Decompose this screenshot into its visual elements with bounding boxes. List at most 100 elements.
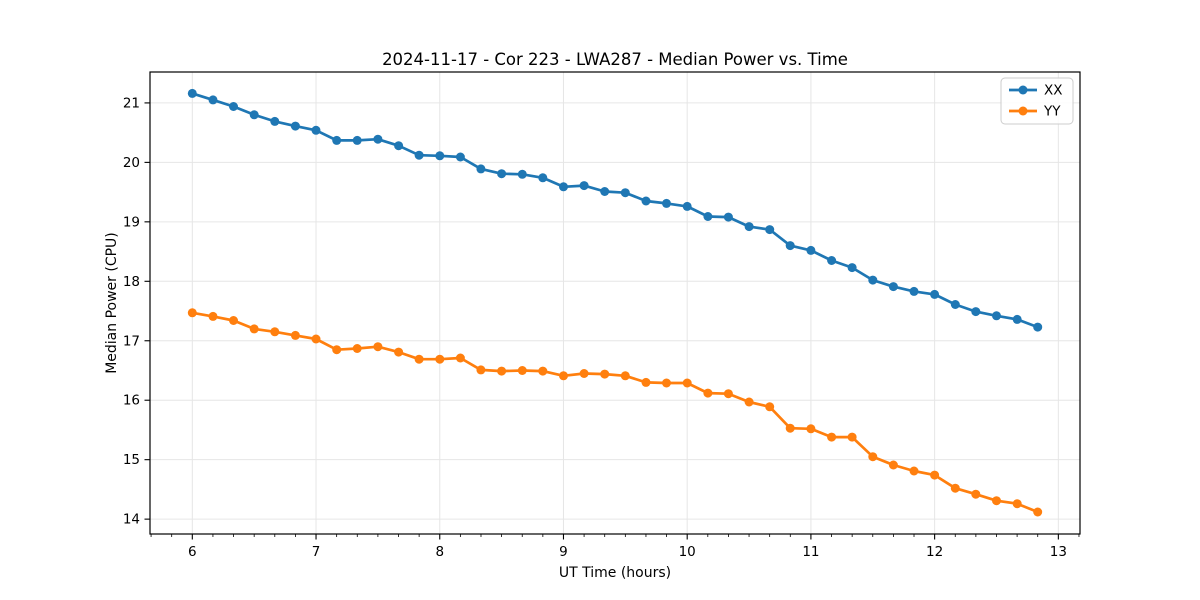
data-point: [311, 334, 321, 344]
data-point: [682, 378, 692, 388]
data-point: [332, 135, 342, 145]
data-point: [373, 342, 383, 352]
data-point: [641, 196, 651, 206]
data-point: [909, 286, 919, 296]
legend-sample-marker: [1018, 106, 1028, 116]
data-point: [723, 389, 733, 399]
legend-entry-label: XX: [1044, 83, 1063, 99]
data-point: [1033, 507, 1043, 517]
data-point: [187, 308, 197, 318]
data-point: [641, 377, 651, 387]
data-point: [620, 371, 630, 381]
data-point: [600, 187, 610, 196]
data-point: [332, 345, 342, 355]
data-point: [352, 135, 362, 145]
y-tick-label: 18: [123, 274, 140, 290]
data-point: [497, 169, 507, 179]
data-point: [559, 182, 568, 192]
y-tick-label: 17: [123, 333, 140, 349]
data-point: [579, 181, 589, 191]
x-tick-label: 10: [679, 544, 696, 560]
tick-layer: 6 7 8 9 10 11 12 13 14 15 16 17 18 19 20 21: [123, 95, 1080, 560]
y-tick-label: 21: [123, 95, 140, 111]
data-point: [662, 378, 671, 388]
data-point: [290, 121, 300, 131]
data-point: [290, 330, 300, 340]
plot-border: [149, 71, 1081, 535]
data-point: [414, 150, 424, 160]
data-point: [270, 116, 280, 126]
y-axis-label: Median Power (CPU): [104, 232, 120, 374]
x-tick-label: 12: [926, 544, 943, 560]
data-point: [497, 366, 507, 376]
data-point: [888, 460, 898, 470]
data-point: [187, 88, 197, 98]
data-point: [352, 344, 362, 353]
data-point: [744, 397, 754, 407]
data-point: [703, 212, 713, 221]
data-point: [249, 110, 259, 120]
data-point: [785, 423, 795, 433]
data-point: [662, 198, 671, 208]
data-point: [806, 245, 816, 255]
x-tick-label: 8: [435, 544, 444, 560]
data-point: [373, 134, 383, 144]
data-point: [765, 402, 775, 412]
legend-sample-marker: [1018, 85, 1028, 95]
data-point: [827, 432, 837, 442]
y-tick-label: 19: [123, 214, 140, 230]
data-point: [847, 432, 857, 442]
data-point: [455, 152, 465, 162]
data-point: [229, 316, 238, 325]
data-point: [1012, 314, 1022, 324]
data-point: [930, 289, 940, 299]
data-point: [600, 369, 610, 379]
data-point: [992, 311, 1001, 321]
data-point: [538, 366, 548, 376]
data-point: [950, 483, 960, 493]
legend-entry-label: YY: [1043, 104, 1061, 120]
x-tick-label: 9: [559, 544, 568, 560]
chart-title: 2024-11-17 - Cor 223 - LWA287 - Median P…: [382, 50, 848, 69]
data-point: [414, 354, 424, 364]
data-point: [229, 102, 238, 111]
data-point: [559, 371, 568, 381]
grid-layer: [150, 72, 1080, 534]
data-point: [455, 353, 465, 363]
data-point: [208, 95, 218, 105]
data-point: [517, 169, 527, 179]
data-point: [827, 256, 837, 265]
data-point: [744, 222, 754, 232]
y-tick-label: 20: [123, 155, 140, 171]
data-point: [270, 327, 280, 337]
data-point: [888, 282, 898, 292]
data-point: [723, 212, 733, 222]
data-point: [517, 366, 527, 375]
data-point: [703, 388, 713, 398]
x-tick-label: 7: [312, 544, 321, 560]
series-yy-markers: [187, 308, 1043, 517]
data-point: [394, 347, 404, 357]
data-point: [249, 324, 259, 334]
y-tick-label: 16: [123, 393, 140, 409]
data-point: [394, 141, 404, 151]
data-point: [579, 369, 589, 378]
data-point: [785, 241, 795, 251]
data-point: [435, 354, 445, 364]
data-point: [971, 307, 981, 317]
data-point: [765, 225, 775, 235]
series-xx-markers: [187, 88, 1043, 332]
data-point: [476, 365, 486, 375]
data-point: [208, 311, 218, 321]
x-tick-label: 13: [1050, 544, 1067, 560]
data-point: [435, 151, 445, 161]
data-point: [476, 164, 486, 174]
data-point: [992, 496, 1001, 506]
data-point: [930, 470, 940, 480]
x-axis-label: UT Time (hours): [559, 565, 671, 581]
legend: XX YY: [1000, 77, 1074, 125]
data-point: [950, 300, 960, 309]
data-point: [909, 466, 919, 476]
